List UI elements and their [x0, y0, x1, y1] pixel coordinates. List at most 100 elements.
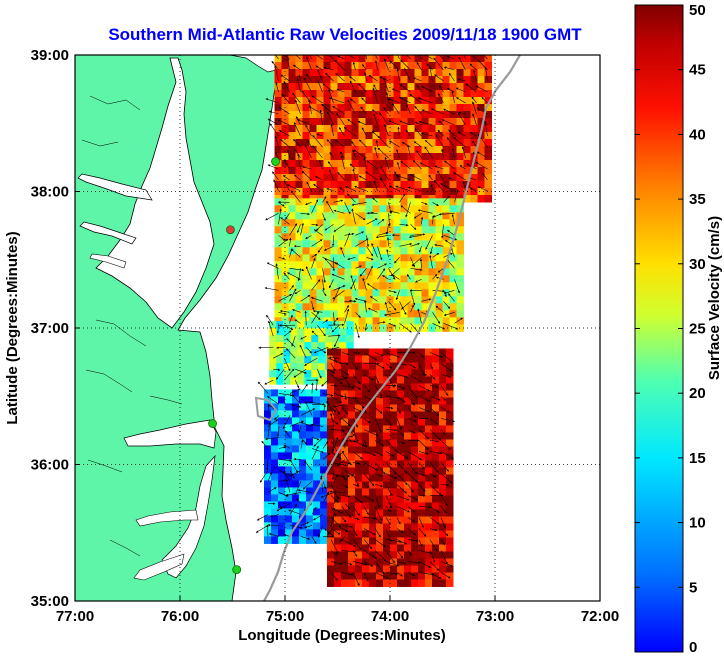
velocity-cell: [330, 268, 338, 276]
velocity-cell: [390, 502, 398, 510]
velocity-cell: [337, 310, 345, 318]
velocity-arrow: [311, 199, 319, 214]
velocity-cell: [414, 205, 422, 213]
velocity-cell: [383, 579, 391, 587]
velocity-arrow: [396, 407, 401, 414]
velocity-cell: [292, 396, 300, 404]
velocity-cell: [425, 425, 433, 433]
velocity-arrow: [330, 572, 338, 581]
velocity-arrow: [317, 80, 323, 93]
velocity-arrow: [275, 82, 279, 93]
velocity-cell: [316, 153, 324, 161]
velocity-arrow: [374, 407, 383, 414]
velocity-cell: [411, 390, 419, 398]
velocity-arrow: [407, 396, 415, 406]
velocity-arrow: [364, 72, 367, 82]
velocity-cell: [330, 282, 338, 290]
velocity-arrow: [307, 140, 312, 148]
velocity-arrow: [461, 146, 466, 159]
velocity-arrow: [455, 87, 466, 93]
velocity-arrow: [352, 440, 365, 447]
velocity-cell: [283, 321, 291, 329]
velocity-cell: [449, 76, 457, 84]
velocity-arrow: [327, 111, 334, 126]
velocity-cell: [393, 282, 401, 290]
velocity-cell: [397, 544, 405, 552]
velocity-cell: [351, 226, 359, 234]
velocity-arrow: [385, 506, 391, 513]
velocity-cell: [428, 153, 436, 161]
velocity-cell: [442, 198, 450, 206]
velocity-cell: [414, 181, 422, 189]
velocity-cell: [313, 536, 321, 544]
velocity-cell: [407, 104, 415, 112]
velocity-arrow: [360, 106, 367, 115]
velocity-cell: [341, 362, 349, 370]
velocity-cell: [355, 362, 363, 370]
velocity-cell: [421, 146, 429, 154]
velocity-cell: [411, 460, 419, 468]
velocity-cell: [449, 104, 457, 112]
velocity-arrow: [278, 459, 293, 462]
velocity-cell: [463, 195, 471, 203]
velocity-arrow: [352, 495, 363, 504]
velocity-cell: [376, 516, 384, 524]
velocity-cell: [327, 453, 335, 461]
velocity-arrow: [333, 224, 345, 232]
velocity-arrow: [278, 479, 286, 482]
velocity-cell: [362, 411, 370, 419]
velocity-cell: [383, 460, 391, 468]
velocity-cell: [325, 342, 333, 350]
velocity-cell: [288, 198, 296, 206]
velocity-cell: [439, 439, 447, 447]
velocity-cell: [383, 397, 391, 405]
velocity-cell: [271, 480, 279, 488]
velocity-cell: [337, 275, 345, 283]
velocity-cell: [313, 417, 321, 425]
velocity-cell: [304, 363, 312, 371]
velocity-cell: [484, 167, 492, 175]
velocity-arrow: [400, 59, 411, 71]
velocity-cell: [274, 212, 282, 220]
velocity-cell: [355, 474, 363, 482]
velocity-cell: [337, 233, 345, 241]
velocity-cell: [281, 254, 289, 262]
velocity-cell: [358, 62, 366, 70]
velocity-arrow: [420, 132, 433, 137]
velocity-cell: [330, 247, 338, 255]
velocity-cell: [341, 411, 349, 419]
velocity-cell: [446, 467, 454, 475]
velocity-cell: [386, 198, 394, 206]
velocity-arrow: [341, 407, 348, 415]
velocity-cell: [404, 572, 412, 580]
velocity-cell: [302, 153, 310, 161]
velocity-arrow: [354, 185, 367, 192]
velocity-cell: [348, 362, 356, 370]
velocity-cell: [477, 62, 485, 70]
velocity-cell: [369, 488, 377, 496]
velocity-arrow: [268, 110, 279, 115]
velocity-cell: [311, 335, 319, 343]
velocity-cell: [379, 254, 387, 262]
velocity-cell: [281, 146, 289, 154]
velocity-cell: [302, 282, 310, 290]
velocity-cell: [344, 261, 352, 269]
velocity-cell: [330, 139, 338, 147]
velocity-cell: [358, 198, 366, 206]
velocity-cell: [397, 439, 405, 447]
velocity-arrow: [352, 506, 360, 517]
velocity-cell: [295, 261, 303, 269]
velocity-cell: [327, 439, 335, 447]
velocity-cell: [446, 369, 454, 377]
velocity-cell: [358, 76, 366, 84]
velocity-arrow: [453, 172, 466, 181]
velocity-cell: [283, 363, 291, 371]
velocity-cell: [369, 418, 377, 426]
velocity-cell: [306, 536, 314, 544]
velocity-cell: [313, 438, 321, 446]
velocity-cell: [316, 282, 324, 290]
velocity-cell: [435, 83, 443, 91]
velocity-arrow: [333, 317, 339, 324]
velocity-cell: [446, 544, 454, 552]
velocity-cell: [323, 240, 331, 248]
